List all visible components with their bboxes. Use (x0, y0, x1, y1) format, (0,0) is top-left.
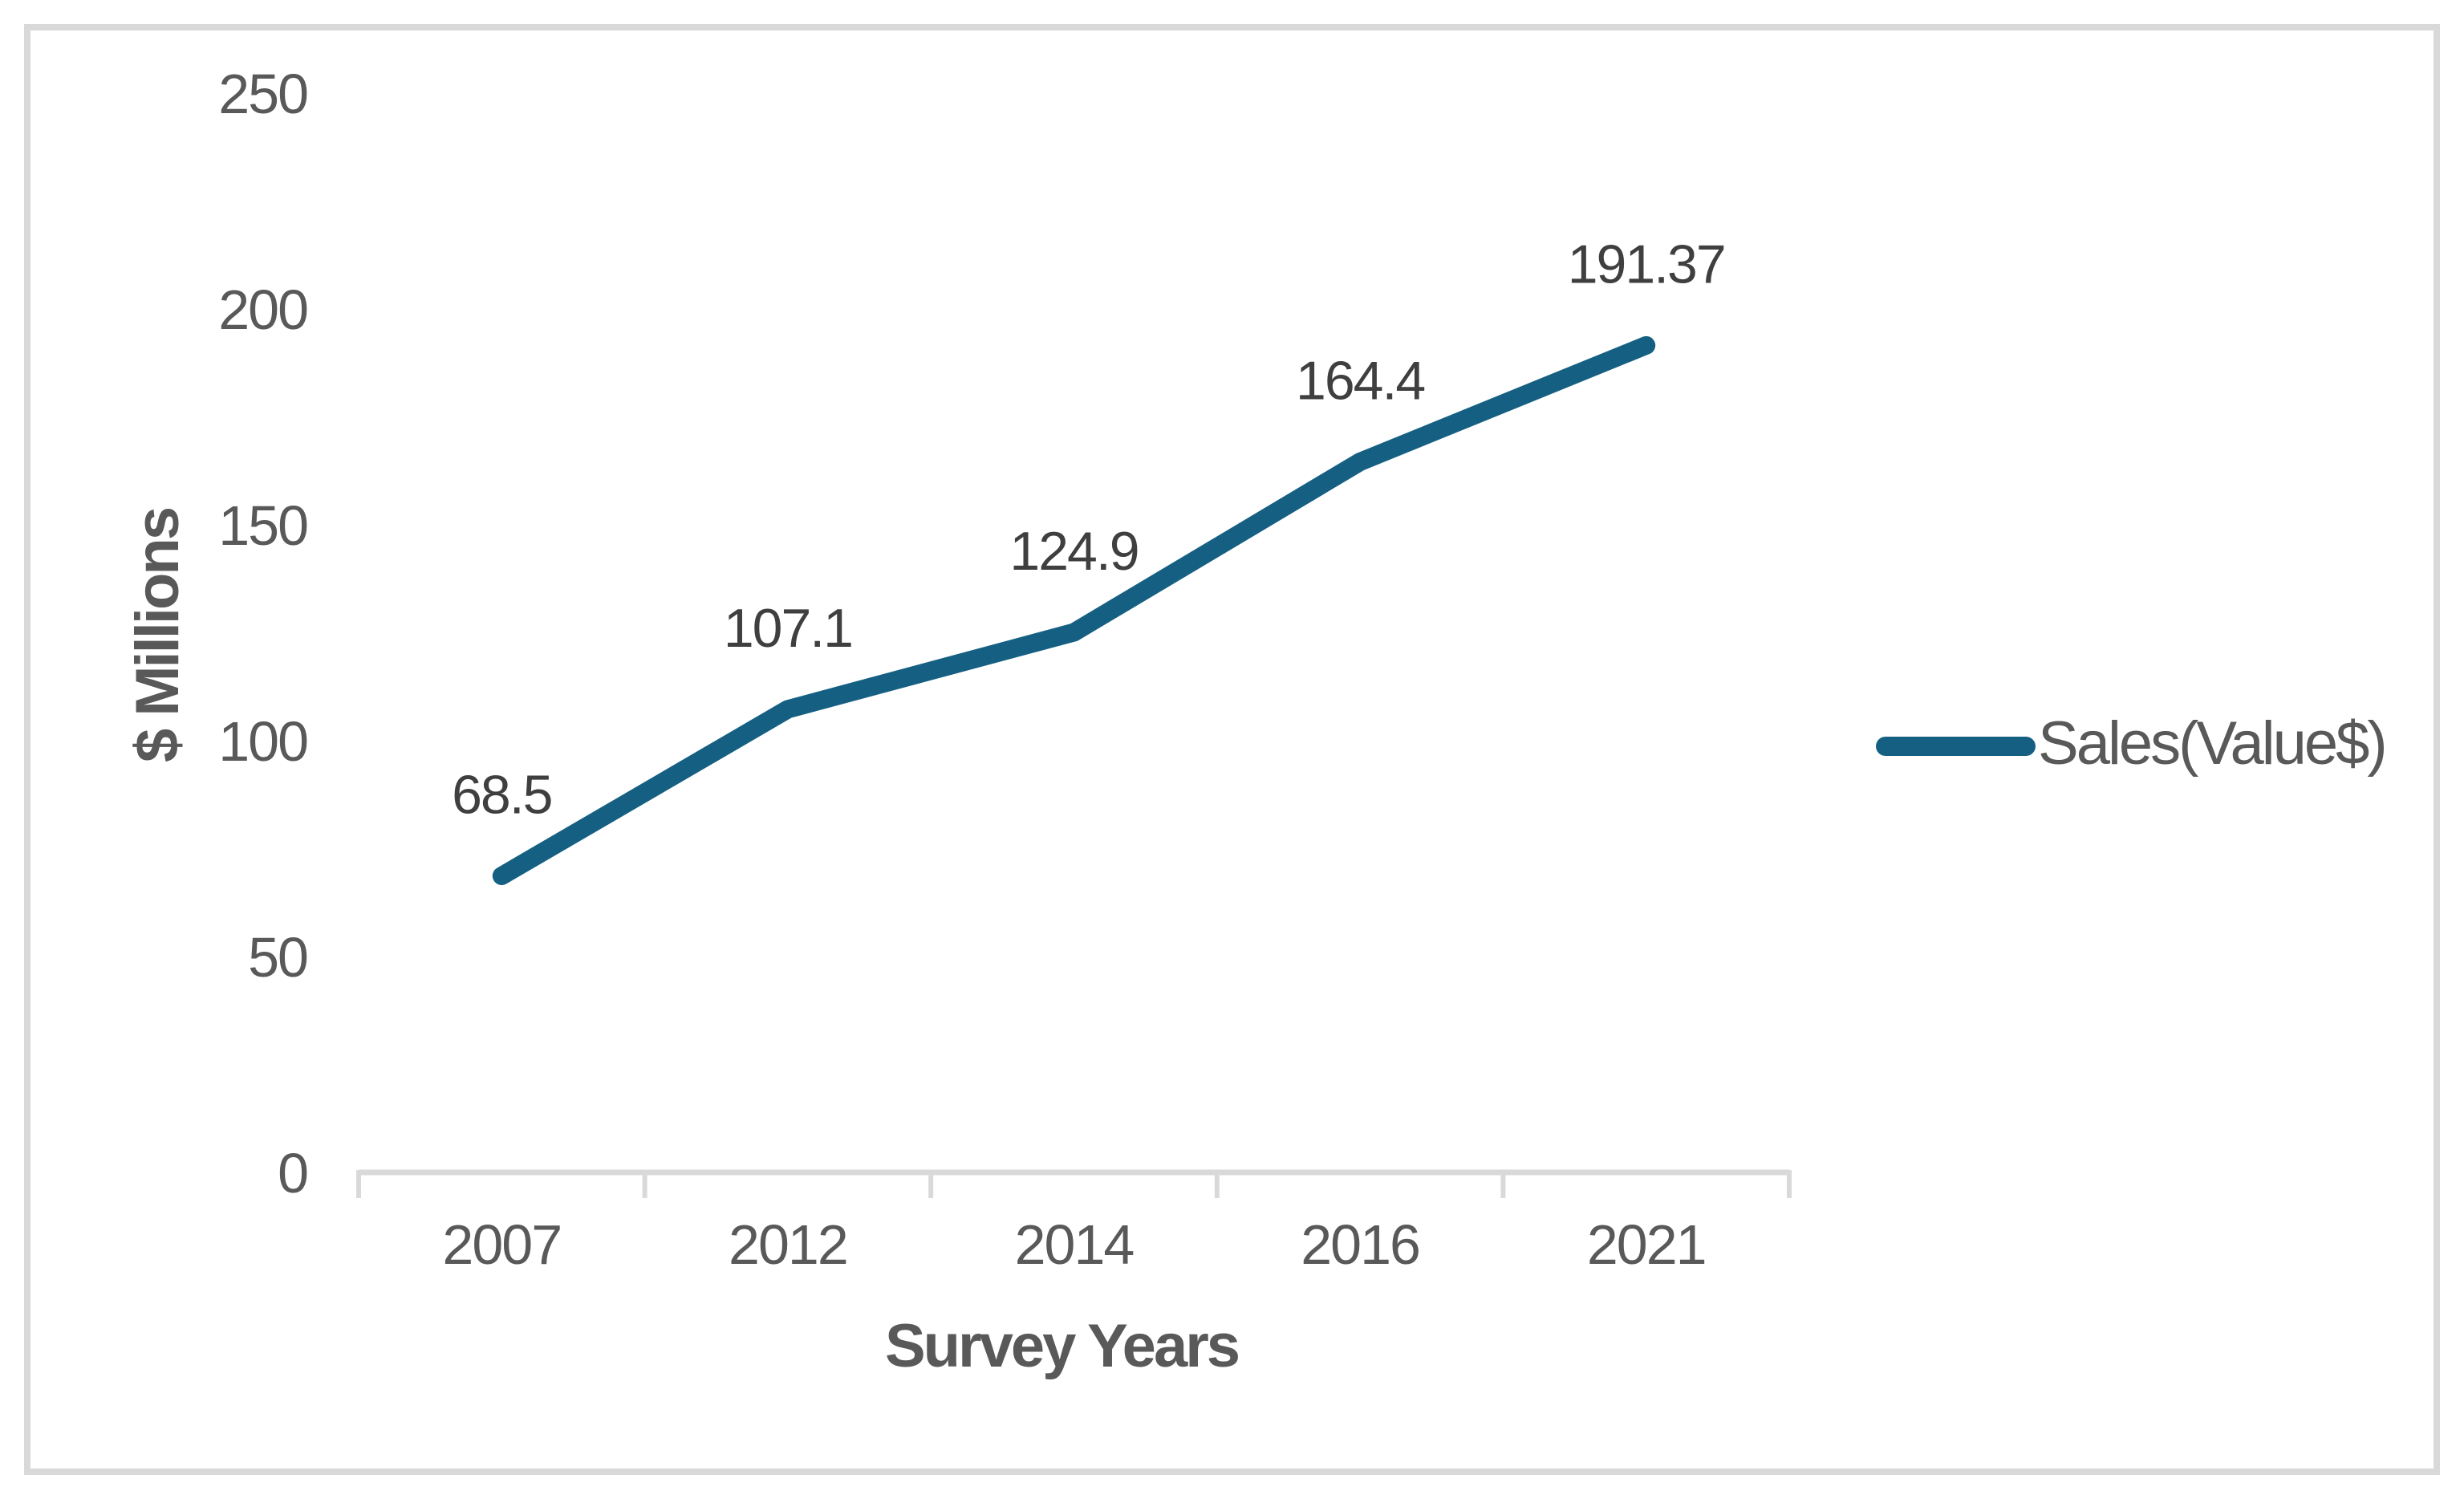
data-label-107.1: 107.1 (724, 598, 852, 659)
y-axis-title: $ Millions (124, 508, 192, 762)
x-axis (356, 1169, 1792, 1198)
chart-border (24, 24, 2440, 1475)
y-tick-label-0: 0 (278, 1142, 307, 1204)
y-tick-label-50: 50 (248, 926, 307, 989)
data-label-164.4: 164.4 (1296, 351, 1424, 412)
data-label-68.5: 68.5 (452, 764, 551, 825)
data-label-124.9: 124.9 (1009, 521, 1138, 582)
x-axis-tick-labels: 2007 2012 2014 2016 2021 (442, 1213, 1707, 1276)
x-axis-title: Survey Years (885, 1312, 1239, 1380)
x-tick-label-2012: 2012 (729, 1213, 847, 1276)
y-axis-tick-labels: 0 50 100 150 200 250 (218, 63, 309, 1204)
sales-series (492, 335, 1656, 885)
y-tick-label-250: 250 (218, 63, 307, 125)
x-tick-label-2007: 2007 (442, 1213, 561, 1276)
legend: Sales(Value$) (1876, 709, 2388, 778)
legend-series-label: Sales(Value$) (2038, 709, 2385, 778)
y-tick-label-100: 100 (218, 710, 307, 773)
x-tick-label-2014: 2014 (1015, 1213, 1134, 1276)
data-labels: 68.5 107.1 124.9 164.4 191.37 (452, 234, 1727, 825)
y-tick-label-200: 200 (218, 278, 307, 341)
y-tick-label-150: 150 (218, 494, 307, 557)
sales-line (492, 335, 1656, 885)
data-label-191.37: 191.37 (1568, 234, 1725, 295)
x-tick-label-2021: 2021 (1587, 1213, 1706, 1276)
x-tick-label-2016: 2016 (1301, 1213, 1419, 1276)
